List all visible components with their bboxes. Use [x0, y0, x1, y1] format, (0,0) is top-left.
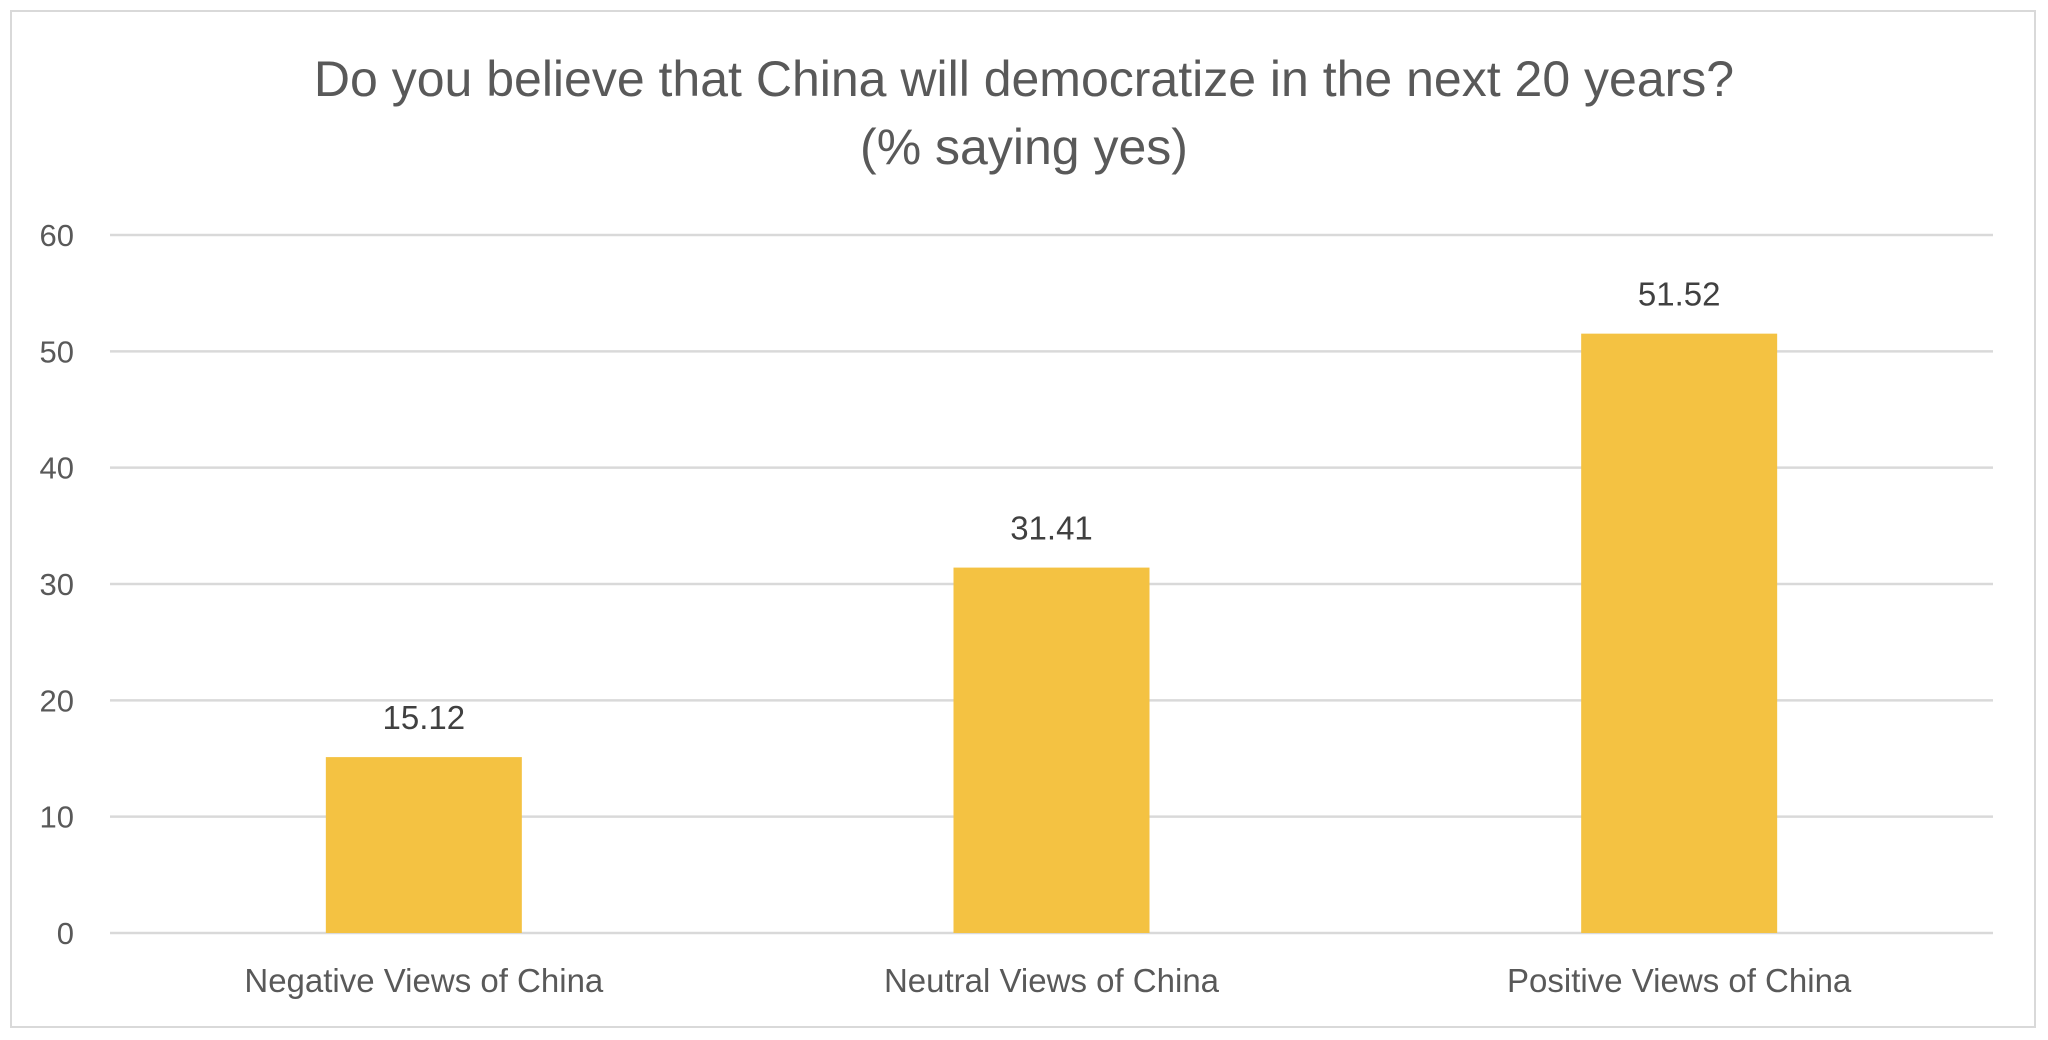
- category-labels: Negative Views of China Neutral Views of …: [244, 962, 1852, 999]
- x-tick-label: Negative Views of China: [244, 962, 604, 999]
- bars: [325, 333, 1778, 934]
- data-label: 51.52: [1638, 276, 1721, 313]
- bar: [325, 757, 522, 933]
- data-labels: 15.12 31.41 51.52: [383, 276, 1721, 736]
- y-tick-label: 40: [40, 451, 74, 486]
- x-tick-label: Neutral Views of China: [884, 962, 1220, 999]
- x-tick-label: Positive Views of China: [1507, 962, 1852, 999]
- chart-title: Do you believe that China will democrati…: [314, 51, 1734, 107]
- y-axis-ticks: 0 10 20 30 40 50 60: [40, 218, 74, 951]
- bar: [953, 567, 1150, 933]
- y-tick-label: 20: [40, 683, 74, 718]
- y-tick-label: 50: [40, 334, 74, 369]
- y-tick-label: 0: [57, 916, 74, 951]
- bar: [1581, 333, 1778, 934]
- data-label: 15.12: [383, 699, 466, 736]
- y-tick-label: 30: [40, 567, 74, 602]
- y-tick-label: 60: [40, 218, 74, 253]
- y-tick-label: 10: [40, 800, 74, 835]
- data-label: 31.41: [1010, 510, 1093, 547]
- chart-subtitle: (% saying yes): [860, 119, 1188, 175]
